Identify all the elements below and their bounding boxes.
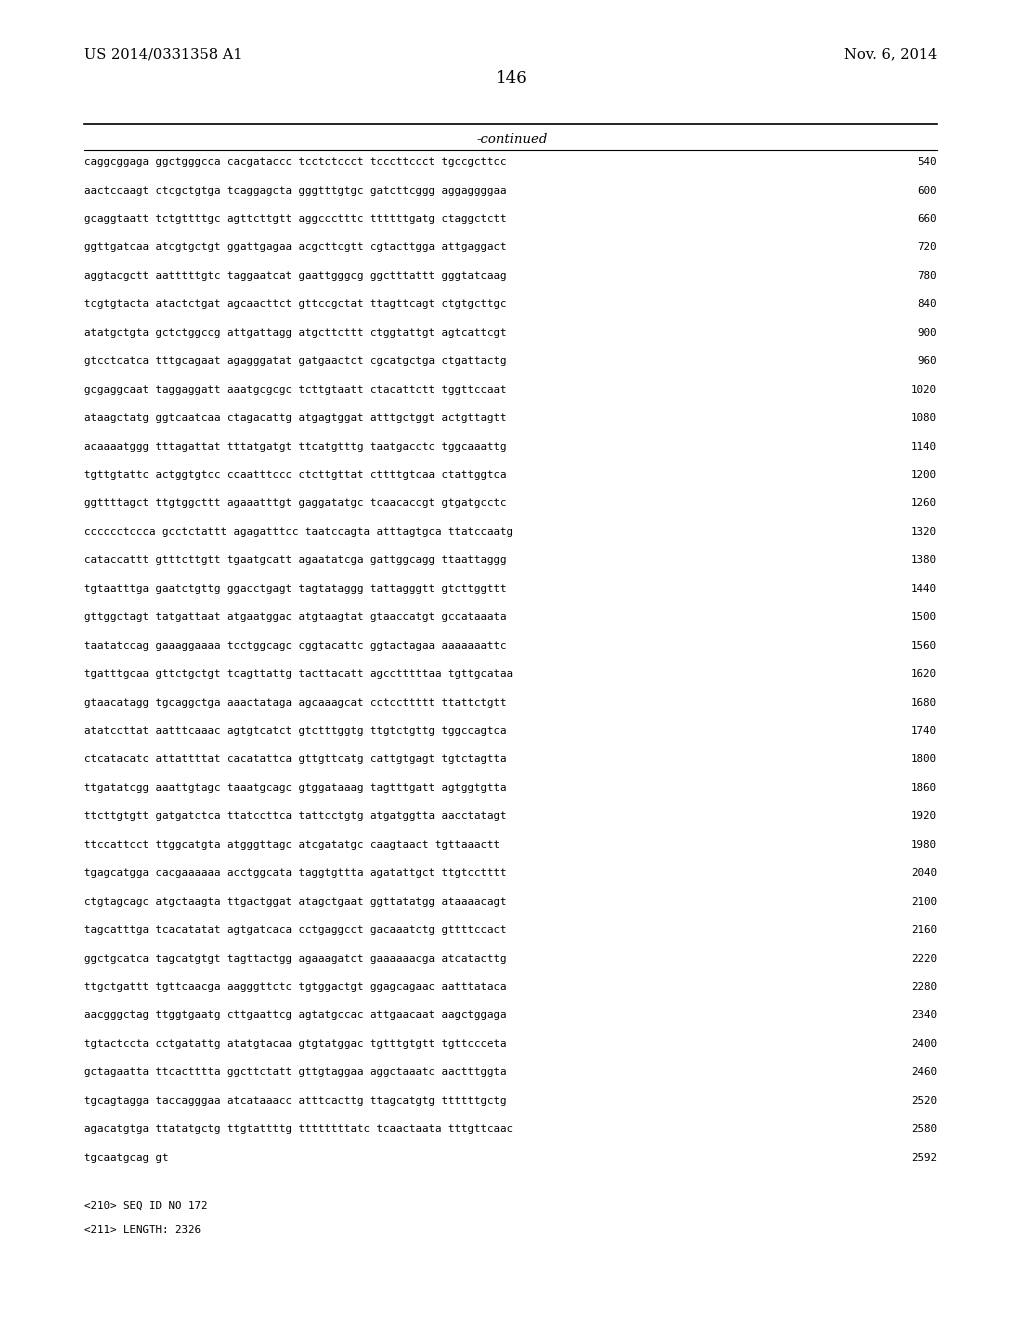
Text: tgtactccta cctgatattg atatgtacaa gtgtatggac tgtttgtgtt tgttccceta: tgtactccta cctgatattg atatgtacaa gtgtatg… [84, 1039, 507, 1049]
Text: tagcatttga tcacatatat agtgatcaca cctgaggcct gacaaatctg gttttccact: tagcatttga tcacatatat agtgatcaca cctgagg… [84, 925, 507, 935]
Text: acaaaatggg tttagattat tttatgatgt ttcatgtttg taatgacctc tggcaaattg: acaaaatggg tttagattat tttatgatgt ttcatgt… [84, 441, 507, 451]
Text: 1080: 1080 [911, 413, 937, 424]
Text: gcaggtaatt tctgttttgc agttcttgtt aggccctttc ttttttgatg ctaggctctt: gcaggtaatt tctgttttgc agttcttgtt aggccct… [84, 214, 507, 224]
Text: taatatccag gaaaggaaaa tcctggcagc cggtacattc ggtactagaa aaaaaaattc: taatatccag gaaaggaaaa tcctggcagc cggtaca… [84, 640, 507, 651]
Text: 2220: 2220 [911, 953, 937, 964]
Text: Nov. 6, 2014: Nov. 6, 2014 [844, 48, 937, 62]
Text: 600: 600 [918, 186, 937, 195]
Text: US 2014/0331358 A1: US 2014/0331358 A1 [84, 48, 243, 62]
Text: 780: 780 [918, 271, 937, 281]
Text: tcgtgtacta atactctgat agcaacttct gttccgctat ttagttcagt ctgtgcttgc: tcgtgtacta atactctgat agcaacttct gttccgc… [84, 300, 507, 309]
Text: <210> SEQ ID NO 172: <210> SEQ ID NO 172 [84, 1201, 208, 1210]
Text: 540: 540 [918, 157, 937, 168]
Text: 1440: 1440 [911, 583, 937, 594]
Text: 2460: 2460 [911, 1068, 937, 1077]
Text: ataagctatg ggtcaatcaa ctagacattg atgagtggat atttgctggt actgttagtt: ataagctatg ggtcaatcaa ctagacattg atgagtg… [84, 413, 507, 424]
Text: 720: 720 [918, 243, 937, 252]
Text: gttggctagt tatgattaat atgaatggac atgtaagtat gtaaccatgt gccataaata: gttggctagt tatgattaat atgaatggac atgtaag… [84, 612, 507, 622]
Text: 2340: 2340 [911, 1011, 937, 1020]
Text: ttgatatcgg aaattgtagc taaatgcagc gtggataaag tagtttgatt agtggtgtta: ttgatatcgg aaattgtagc taaatgcagc gtggata… [84, 783, 507, 793]
Text: tgcaatgcag gt: tgcaatgcag gt [84, 1152, 169, 1163]
Text: aggtacgctt aatttttgtc taggaatcat gaattgggcg ggctttattt gggtatcaag: aggtacgctt aatttttgtc taggaatcat gaattgg… [84, 271, 507, 281]
Text: 1800: 1800 [911, 755, 937, 764]
Text: cataccattt gtttcttgtt tgaatgcatt agaatatcga gattggcagg ttaattaggg: cataccattt gtttcttgtt tgaatgcatt agaatat… [84, 556, 507, 565]
Text: 1920: 1920 [911, 812, 937, 821]
Text: gtcctcatca tttgcagaat agagggatat gatgaactct cgcatgctga ctgattactg: gtcctcatca tttgcagaat agagggatat gatgaac… [84, 356, 507, 366]
Text: 2280: 2280 [911, 982, 937, 993]
Text: ctcatacatc attattttat cacatattca gttgttcatg cattgtgagt tgtctagtta: ctcatacatc attattttat cacatattca gttgttc… [84, 755, 507, 764]
Text: 1500: 1500 [911, 612, 937, 622]
Text: 1200: 1200 [911, 470, 937, 480]
Text: atatccttat aatttcaaac agtgtcatct gtctttggtg ttgtctgttg tggccagtca: atatccttat aatttcaaac agtgtcatct gtctttg… [84, 726, 507, 737]
Text: ctgtagcagc atgctaagta ttgactggat atagctgaat ggttatatgg ataaaacagt: ctgtagcagc atgctaagta ttgactggat atagctg… [84, 896, 507, 907]
Text: tgatttgcaa gttctgctgt tcagttattg tacttacatt agcctttttaa tgttgcataa: tgatttgcaa gttctgctgt tcagttattg tacttac… [84, 669, 513, 678]
Text: 2160: 2160 [911, 925, 937, 935]
Text: 2520: 2520 [911, 1096, 937, 1106]
Text: 660: 660 [918, 214, 937, 224]
Text: 1320: 1320 [911, 527, 937, 537]
Text: tgagcatgga cacgaaaaaa acctggcata taggtgttta agatattgct ttgtcctttt: tgagcatgga cacgaaaaaa acctggcata taggtgt… [84, 869, 507, 878]
Text: 146: 146 [496, 70, 528, 87]
Text: cccccctccca gcctctattt agagatttcc taatccagta atttagtgca ttatccaatg: cccccctccca gcctctattt agagatttcc taatcc… [84, 527, 513, 537]
Text: 2100: 2100 [911, 896, 937, 907]
Text: 900: 900 [918, 327, 937, 338]
Text: ttccattcct ttggcatgta atgggttagc atcgatatgc caagtaact tgttaaactt: ttccattcct ttggcatgta atgggttagc atcgata… [84, 840, 500, 850]
Text: ttcttgtgtt gatgatctca ttatccttca tattcctgtg atgatggtta aacctatagt: ttcttgtgtt gatgatctca ttatccttca tattcct… [84, 812, 507, 821]
Text: 1620: 1620 [911, 669, 937, 678]
Text: 2580: 2580 [911, 1125, 937, 1134]
Text: agacatgtga ttatatgctg ttgtattttg ttttttttatc tcaactaata tttgttcaac: agacatgtga ttatatgctg ttgtattttg ttttttt… [84, 1125, 513, 1134]
Text: atatgctgta gctctggccg attgattagg atgcttcttt ctggtattgt agtcattcgt: atatgctgta gctctggccg attgattagg atgcttc… [84, 327, 507, 338]
Text: gcgaggcaat taggaggatt aaatgcgcgc tcttgtaatt ctacattctt tggttccaat: gcgaggcaat taggaggatt aaatgcgcgc tcttgta… [84, 384, 507, 395]
Text: aactccaagt ctcgctgtga tcaggagcta gggtttgtgc gatcttcggg aggaggggaa: aactccaagt ctcgctgtga tcaggagcta gggtttg… [84, 186, 507, 195]
Text: 2400: 2400 [911, 1039, 937, 1049]
Text: ggttgatcaa atcgtgctgt ggattgagaa acgcttcgtt cgtacttgga attgaggact: ggttgatcaa atcgtgctgt ggattgagaa acgcttc… [84, 243, 507, 252]
Text: -continued: -continued [476, 133, 548, 147]
Text: gtaacatagg tgcaggctga aaactataga agcaaagcat cctccttttt ttattctgtt: gtaacatagg tgcaggctga aaactataga agcaaag… [84, 697, 507, 708]
Text: gctagaatta ttcactttta ggcttctatt gttgtaggaa aggctaaatc aactttggta: gctagaatta ttcactttta ggcttctatt gttgtag… [84, 1068, 507, 1077]
Text: <211> LENGTH: 2326: <211> LENGTH: 2326 [84, 1225, 201, 1234]
Text: aacgggctag ttggtgaatg cttgaattcg agtatgccac attgaacaat aagctggaga: aacgggctag ttggtgaatg cttgaattcg agtatgc… [84, 1011, 507, 1020]
Text: 1380: 1380 [911, 556, 937, 565]
Text: tgtaatttga gaatctgttg ggacctgagt tagtataggg tattagggtt gtcttggttt: tgtaatttga gaatctgttg ggacctgagt tagtata… [84, 583, 507, 594]
Text: 1980: 1980 [911, 840, 937, 850]
Text: 960: 960 [918, 356, 937, 366]
Text: ggctgcatca tagcatgtgt tagttactgg agaaagatct gaaaaaacga atcatacttg: ggctgcatca tagcatgtgt tagttactgg agaaaga… [84, 953, 507, 964]
Text: ttgctgattt tgttcaacga aagggttctc tgtggactgt ggagcagaac aatttataca: ttgctgattt tgttcaacga aagggttctc tgtggac… [84, 982, 507, 993]
Text: caggcggaga ggctgggcca cacgataccc tcctctccct tcccttccct tgccgcttcc: caggcggaga ggctgggcca cacgataccc tcctctc… [84, 157, 507, 168]
Text: 2592: 2592 [911, 1152, 937, 1163]
Text: tgttgtattc actggtgtcc ccaatttccc ctcttgttat cttttgtcaa ctattggtca: tgttgtattc actggtgtcc ccaatttccc ctcttgt… [84, 470, 507, 480]
Text: 2040: 2040 [911, 869, 937, 878]
Text: ggttttagct ttgtggcttt agaaatttgt gaggatatgc tcaacaccgt gtgatgcctc: ggttttagct ttgtggcttt agaaatttgt gaggata… [84, 499, 507, 508]
Text: 1260: 1260 [911, 499, 937, 508]
Text: 1020: 1020 [911, 384, 937, 395]
Text: 1560: 1560 [911, 640, 937, 651]
Text: 1140: 1140 [911, 441, 937, 451]
Text: 1740: 1740 [911, 726, 937, 737]
Text: 1680: 1680 [911, 697, 937, 708]
Text: tgcagtagga taccagggaa atcataaacc atttcacttg ttagcatgtg ttttttgctg: tgcagtagga taccagggaa atcataaacc atttcac… [84, 1096, 507, 1106]
Text: 840: 840 [918, 300, 937, 309]
Text: 1860: 1860 [911, 783, 937, 793]
